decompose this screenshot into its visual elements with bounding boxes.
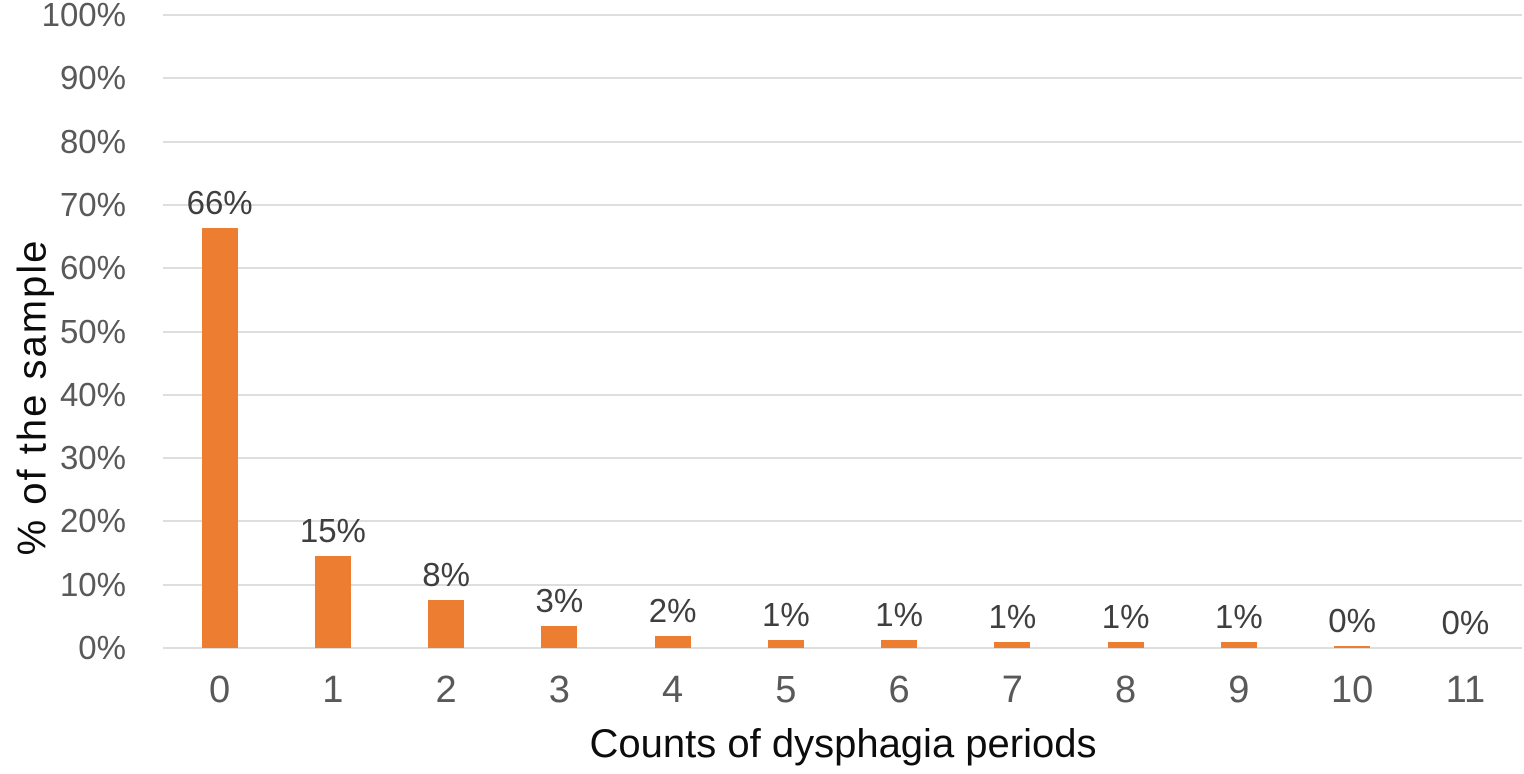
x-tick-label-1: 1 xyxy=(322,669,344,711)
gridline-80 xyxy=(163,140,1522,143)
y-tick-label: 30% xyxy=(59,439,126,477)
x-tick-label-0: 0 xyxy=(209,669,231,711)
bar-7 xyxy=(994,642,1031,648)
data-label-5: 1% xyxy=(762,596,810,634)
gridline-100 xyxy=(163,14,1522,16)
y-tick-label: 0% xyxy=(78,629,126,666)
bar-4 xyxy=(654,635,691,648)
data-label-9: 1% xyxy=(1215,598,1263,636)
gridline-0 xyxy=(163,647,1522,649)
bar-1 xyxy=(314,555,351,648)
gridline-30 xyxy=(163,457,1522,460)
gridline-10 xyxy=(163,583,1522,586)
gridline-90 xyxy=(163,77,1522,80)
x-tick-label-4: 4 xyxy=(662,669,684,711)
x-tick-label-5: 5 xyxy=(775,669,797,711)
bar-8 xyxy=(1107,642,1144,648)
gridline-20 xyxy=(163,520,1522,523)
bar-10 xyxy=(1334,646,1371,648)
gridline-50 xyxy=(163,330,1522,333)
data-label-6: 1% xyxy=(875,596,923,634)
y-tick-label: 90% xyxy=(59,59,126,97)
gridline-70 xyxy=(163,203,1522,206)
x-tick-label-10: 10 xyxy=(1330,669,1374,711)
bar-6 xyxy=(881,640,918,648)
x-tick-label-9: 9 xyxy=(1228,669,1250,711)
gridline-40 xyxy=(163,393,1522,396)
y-tick-label: 40% xyxy=(59,375,126,413)
y-tick-label: 80% xyxy=(59,122,126,160)
x-tick-label-11: 11 xyxy=(1445,669,1486,711)
y-tick-label: 10% xyxy=(59,565,126,603)
x-tick-label-2: 2 xyxy=(435,669,457,711)
data-label-8: 1% xyxy=(1101,598,1150,636)
gridline-60 xyxy=(163,267,1522,270)
bar-0 xyxy=(201,227,238,648)
data-label-3: 3% xyxy=(535,582,584,620)
y-tick-label: 70% xyxy=(59,185,126,223)
data-label-1: 15% xyxy=(299,511,366,549)
data-label-2: 8% xyxy=(422,555,470,593)
x-tick-label-7: 7 xyxy=(1001,669,1023,711)
y-axis-tick-labels: 0% 10% 20% 30% 40% 50% 60% 70% 80% 90% 100% xyxy=(0,0,126,666)
data-label-4: 2% xyxy=(648,591,697,629)
x-axis-title: Counts of dysphagia periods xyxy=(589,722,1097,766)
bar-2 xyxy=(428,599,465,648)
y-tick-label: 100% xyxy=(41,0,126,33)
x-tick-label-6: 6 xyxy=(888,669,910,711)
x-tick-label-3: 3 xyxy=(548,669,570,711)
plot-area: 66% 15% 8% 3% 2% 1% 1% 1% 1% 1% 0% 0% xyxy=(163,14,1522,649)
bar-5 xyxy=(767,640,804,648)
bar-3 xyxy=(541,626,578,648)
data-label-11: 0% xyxy=(1441,604,1490,641)
x-tick-label-8: 8 xyxy=(1115,669,1137,711)
data-label-7: 1% xyxy=(988,598,1037,636)
data-label-0: 66% xyxy=(186,183,253,221)
y-tick-label: 20% xyxy=(59,502,126,540)
y-tick-label: 60% xyxy=(59,249,126,287)
bar-9 xyxy=(1220,642,1257,648)
data-label-10: 0% xyxy=(1328,602,1376,640)
y-tick-label: 50% xyxy=(59,312,126,350)
x-axis-tick-labels: 0 1 2 3 4 5 6 7 8 9 10 11 xyxy=(163,668,1522,714)
